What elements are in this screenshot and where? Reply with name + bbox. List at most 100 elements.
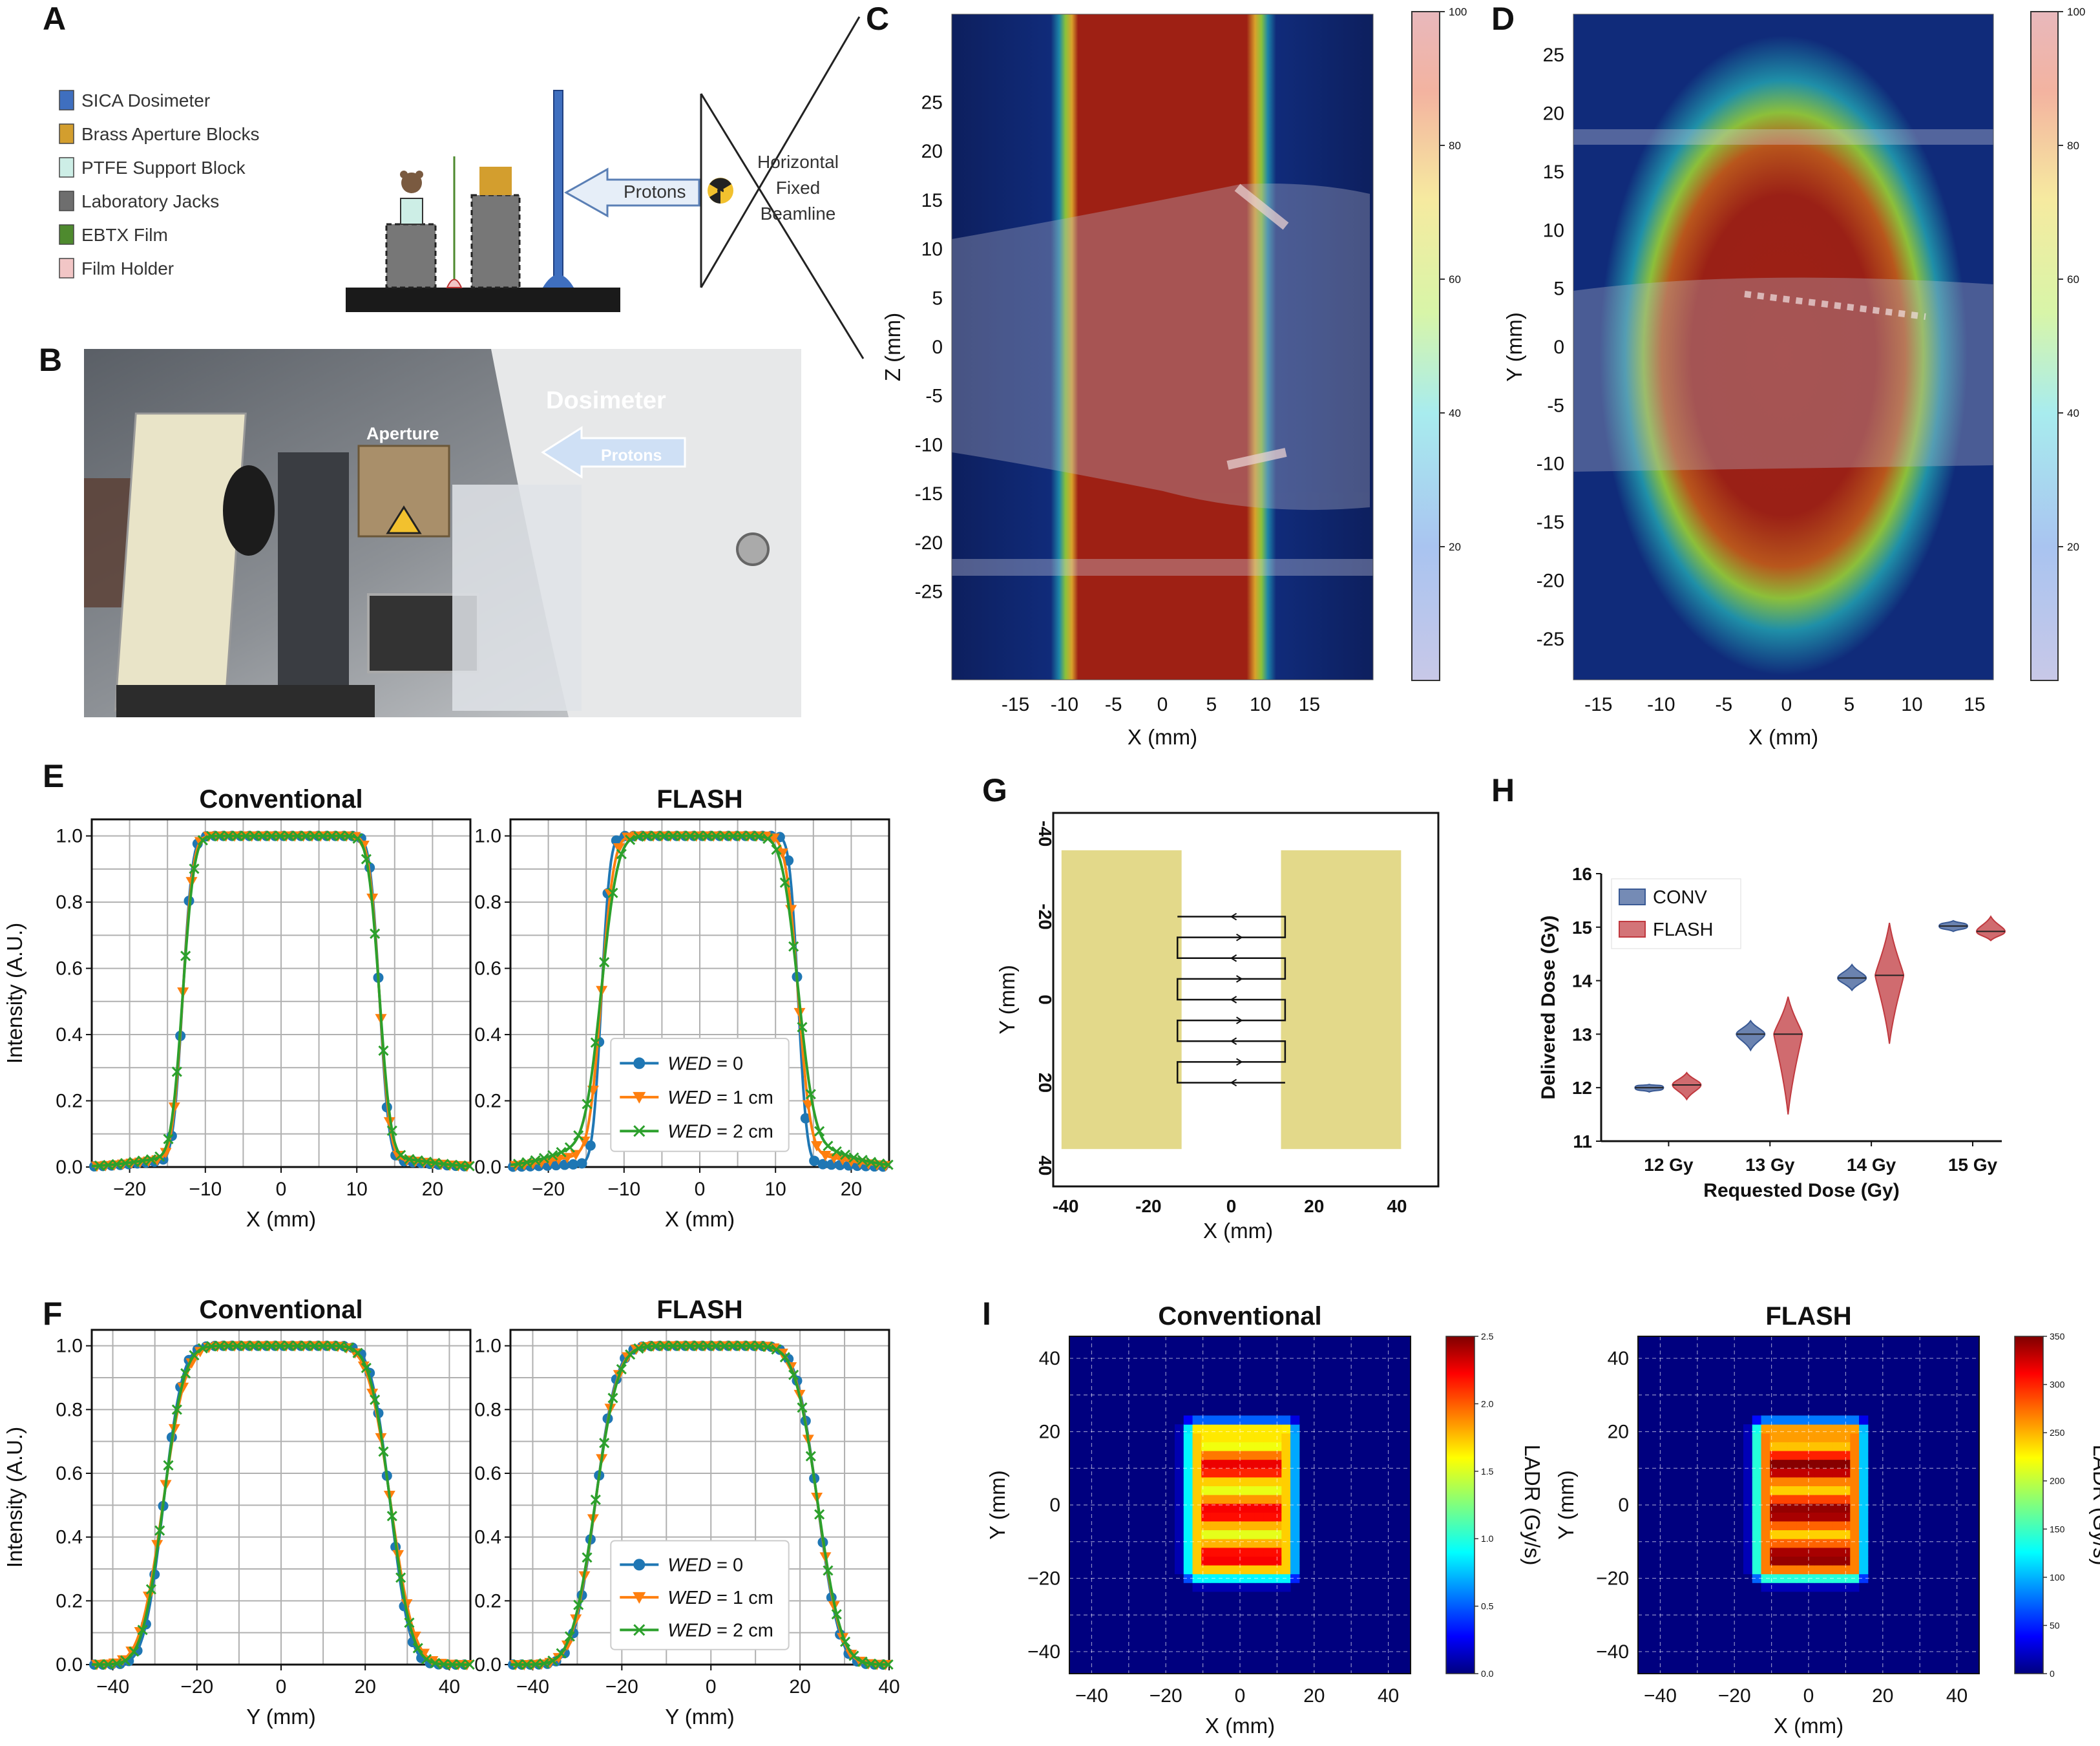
panel-label-a: A xyxy=(43,1,66,37)
heatmap-cell xyxy=(1832,1503,1842,1513)
legend-label-value: = 0 xyxy=(711,1555,743,1575)
heatmap-cell xyxy=(1752,1442,1762,1451)
heatmap-cell xyxy=(1779,1547,1789,1557)
legend-label-2: PTFE Support Block xyxy=(81,158,246,178)
heatmap-cell xyxy=(1183,1503,1193,1513)
data-point xyxy=(111,1658,122,1669)
y-tick-label: 25 xyxy=(1543,45,1564,66)
heatmap-cell xyxy=(1859,1530,1869,1539)
heatmap-cell xyxy=(1770,1451,1780,1460)
heatmap-cell xyxy=(1228,1503,1237,1513)
colorbar-tick-label: 60 xyxy=(1449,273,1461,286)
data-point xyxy=(728,1340,739,1351)
heatmap-cell xyxy=(1805,1433,1815,1442)
y-tick-label: -25 xyxy=(1537,629,1564,650)
data-point xyxy=(386,1511,397,1522)
heatmap-cell xyxy=(1201,1512,1211,1522)
panel-d-dose-map: -15 -10 -5 0 5 10 15 25 20 15 10 5 0 -5 -10 -15 -20 -25 X … xyxy=(1502,6,2085,749)
x-tick-label: -40 xyxy=(1053,1196,1078,1216)
heatmap-cell xyxy=(1743,1442,1753,1451)
data-point xyxy=(544,1156,556,1167)
legend-label-0: SICA Dosimeter xyxy=(81,90,210,110)
y-tick-label: 0.4 xyxy=(56,1527,83,1548)
heatmap-cell xyxy=(1850,1433,1860,1442)
data-point xyxy=(275,830,286,841)
heatmap-cell xyxy=(1263,1486,1274,1495)
heatmap-cell xyxy=(1281,1512,1291,1522)
data-point xyxy=(171,1066,182,1077)
heatmap-cell xyxy=(1814,1415,1824,1425)
heatmap-cell xyxy=(1850,1530,1860,1539)
heatmap-cell xyxy=(1814,1459,1824,1469)
y-tick-label: 14 xyxy=(1572,971,1593,991)
data-point xyxy=(300,1340,311,1351)
data-point xyxy=(590,1037,601,1048)
heatmap-cell xyxy=(1770,1547,1780,1557)
y-tick-label: 20 xyxy=(1608,1422,1629,1443)
data-point xyxy=(404,1617,415,1628)
y-tick-label: −20 xyxy=(1027,1568,1060,1589)
heatmap-cell xyxy=(1796,1442,1806,1451)
heatmap-cell xyxy=(1832,1433,1842,1442)
violin-1-1 xyxy=(1773,996,1803,1115)
heatmap-cell xyxy=(1814,1530,1824,1539)
legend-box xyxy=(610,1540,790,1650)
beam-field-d xyxy=(1599,36,1968,675)
x-tick-label: −20 xyxy=(113,1179,146,1200)
heatmap-cell xyxy=(1796,1547,1806,1557)
heatmap-cell xyxy=(1787,1520,1798,1531)
legend-label-0: WED = 0 xyxy=(667,1555,743,1575)
x-axis-label: Y (mm) xyxy=(246,1705,316,1729)
y-tick-label: 0.2 xyxy=(56,1590,83,1612)
data-point xyxy=(805,1089,816,1100)
heatmap-cell xyxy=(1228,1583,1237,1592)
x-tick-label: -15 xyxy=(1002,694,1029,715)
heatmap-cell xyxy=(1805,1468,1815,1478)
data-point xyxy=(464,1161,475,1172)
heatmap-cell xyxy=(1237,1503,1246,1513)
heatmap-cell xyxy=(1272,1565,1282,1575)
x-tick-label: 5 xyxy=(1206,694,1217,715)
heatmap-cell xyxy=(1254,1451,1265,1460)
legend-label-base: WED xyxy=(667,1588,711,1608)
heatmap-cell xyxy=(1237,1486,1246,1495)
data-point xyxy=(412,1643,423,1654)
heatmap-cell xyxy=(1832,1539,1842,1548)
heatmap-cell xyxy=(1787,1451,1798,1460)
heatmap-cell xyxy=(1246,1547,1255,1557)
heatmap-cell xyxy=(1201,1520,1211,1531)
heatmap-cell xyxy=(1761,1415,1770,1425)
data-point xyxy=(840,1149,851,1161)
x-tick-label: −20 xyxy=(180,1676,213,1698)
data-point xyxy=(395,1150,406,1161)
schematic-legend: SICA Dosimeter Brass Aperture Blocks PTFE … xyxy=(59,90,259,279)
data-point xyxy=(292,830,303,841)
data-point xyxy=(702,1340,713,1351)
heatmap-cell xyxy=(1850,1459,1860,1469)
heatmap-cell xyxy=(1254,1415,1265,1425)
heatmap-cell xyxy=(1219,1442,1229,1451)
heatmap-cell xyxy=(1290,1477,1300,1486)
heatmap-cell xyxy=(1201,1477,1211,1486)
x-tick-label: −20 xyxy=(532,1179,565,1200)
data-point xyxy=(702,830,713,841)
heatmap-cell xyxy=(1787,1477,1798,1486)
heatmap-cell xyxy=(1823,1556,1833,1566)
colorbar xyxy=(2014,1336,2044,1674)
heatmap-cell xyxy=(1281,1451,1291,1460)
heatmap-cell xyxy=(1263,1424,1274,1434)
heatmap-cell xyxy=(1770,1415,1780,1425)
heatmap-cell xyxy=(1219,1415,1229,1425)
x-tick-label: -5 xyxy=(1715,694,1732,715)
data-point xyxy=(446,1159,458,1170)
heatmap-cell xyxy=(1841,1565,1851,1575)
photo-label-aperture: Aperture xyxy=(366,424,439,443)
heatmap-cell xyxy=(1761,1433,1770,1442)
heatmap-cell xyxy=(1201,1530,1211,1539)
heatmap-cell xyxy=(1228,1565,1237,1575)
heatmap-cell xyxy=(1246,1503,1255,1513)
heatmap-cell xyxy=(1850,1468,1860,1478)
raster-arrow xyxy=(1230,996,1237,1004)
data-point xyxy=(438,1659,449,1670)
data-point xyxy=(667,830,678,841)
